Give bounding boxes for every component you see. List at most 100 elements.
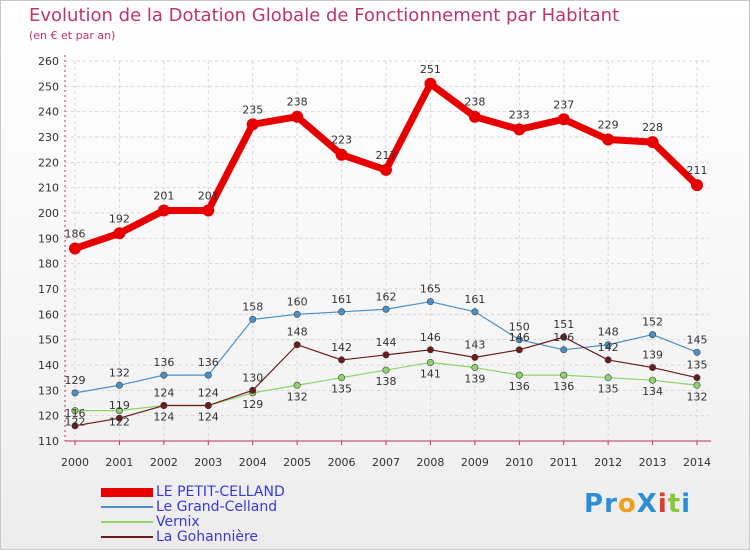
x-tick-label: 2005 <box>283 456 311 469</box>
y-tick-label: 260 <box>38 55 59 68</box>
data-label: 132 <box>109 366 130 379</box>
y-tick-label: 130 <box>38 384 59 397</box>
data-label: 152 <box>642 316 663 329</box>
data-label: 129 <box>65 374 86 387</box>
data-label: 139 <box>464 373 485 386</box>
data-point <box>515 346 523 354</box>
data-point <box>560 371 568 379</box>
data-point <box>471 364 479 372</box>
data-label: 129 <box>242 398 263 411</box>
data-point <box>649 331 657 339</box>
data-point <box>604 341 612 349</box>
data-point <box>424 77 437 90</box>
logo-letter: r <box>604 489 618 519</box>
x-tick-label: 2009 <box>461 456 489 469</box>
data-label: 235 <box>242 103 263 116</box>
proxiti-logo: ProXiti <box>584 489 691 519</box>
data-label: 158 <box>242 300 263 313</box>
data-point <box>113 227 126 240</box>
data-label: 136 <box>153 356 174 369</box>
data-point <box>649 376 657 384</box>
data-label: 132 <box>687 390 708 403</box>
legend-label: LE PETIT-CELLAND <box>156 484 285 500</box>
data-label: 122 <box>65 416 86 429</box>
data-point <box>382 305 390 313</box>
data-label: 143 <box>464 338 485 351</box>
data-label: 135 <box>331 383 352 396</box>
data-label: 238 <box>464 96 485 109</box>
data-label: 124 <box>198 411 219 424</box>
data-label: 146 <box>553 331 574 344</box>
data-point <box>382 351 390 359</box>
data-point <box>468 110 481 123</box>
legend-label: La Gohannière <box>156 529 259 545</box>
data-point <box>471 308 479 316</box>
data-label: 150 <box>509 321 530 334</box>
x-tick-label: 2007 <box>372 456 400 469</box>
x-tick-label: 2011 <box>550 456 578 469</box>
y-tick-label: 240 <box>38 106 59 119</box>
x-tick-label: 2001 <box>105 456 133 469</box>
logo-letter: P <box>584 489 605 519</box>
data-label: 136 <box>198 356 219 369</box>
data-label: 139 <box>642 349 663 362</box>
data-point <box>293 310 301 318</box>
y-tick-label: 220 <box>38 156 59 169</box>
data-label: 161 <box>331 293 352 306</box>
y-tick-label: 120 <box>38 410 59 423</box>
x-tick-label: 2004 <box>239 456 267 469</box>
data-point <box>249 386 257 394</box>
data-point <box>204 371 212 379</box>
x-tick-label: 2006 <box>328 456 356 469</box>
data-label: 144 <box>376 336 397 349</box>
x-tick-label: 2012 <box>594 456 622 469</box>
data-label: 186 <box>65 227 86 240</box>
data-point <box>693 381 701 389</box>
legend-swatch <box>101 506 153 508</box>
logo-letter: o <box>617 489 637 519</box>
x-tick-label: 2000 <box>61 456 89 469</box>
legend-label: Le Grand-Celland <box>156 499 278 515</box>
data-point <box>471 353 479 361</box>
y-tick-label: 190 <box>38 232 59 245</box>
data-label: 142 <box>331 341 352 354</box>
data-label: 136 <box>509 380 530 393</box>
data-point <box>560 346 568 354</box>
data-label: 135 <box>598 383 619 396</box>
data-point <box>604 356 612 364</box>
y-tick-label: 250 <box>38 80 59 93</box>
data-label: 146 <box>509 331 530 344</box>
data-point <box>602 133 615 146</box>
data-point <box>515 371 523 379</box>
data-label: 132 <box>287 390 308 403</box>
data-point <box>71 389 79 397</box>
data-point <box>649 364 657 372</box>
logo-letter: i <box>657 489 668 519</box>
data-label: 141 <box>420 367 441 380</box>
data-label: 228 <box>642 121 663 134</box>
data-label: 238 <box>287 96 308 109</box>
x-tick-label: 2014 <box>683 456 711 469</box>
y-tick-label: 170 <box>38 283 59 296</box>
data-point <box>693 374 701 382</box>
data-point <box>249 315 257 323</box>
data-label: 136 <box>553 380 574 393</box>
data-label: 130 <box>242 371 263 384</box>
data-point <box>246 118 259 131</box>
legend-swatch <box>101 536 153 538</box>
logo-letter: t <box>667 489 682 519</box>
y-tick-label: 200 <box>38 207 59 220</box>
data-label: 201 <box>198 189 219 202</box>
y-tick-label: 210 <box>38 182 59 195</box>
data-point <box>115 407 123 415</box>
data-label: 201 <box>153 189 174 202</box>
y-tick-label: 230 <box>38 131 59 144</box>
data-point <box>291 110 304 123</box>
x-tick-label: 2003 <box>194 456 222 469</box>
logo-letter: i <box>681 489 692 519</box>
data-point <box>338 374 346 382</box>
data-label: 122 <box>109 416 130 429</box>
y-tick-label: 110 <box>38 435 59 448</box>
y-tick-label: 140 <box>38 359 59 372</box>
